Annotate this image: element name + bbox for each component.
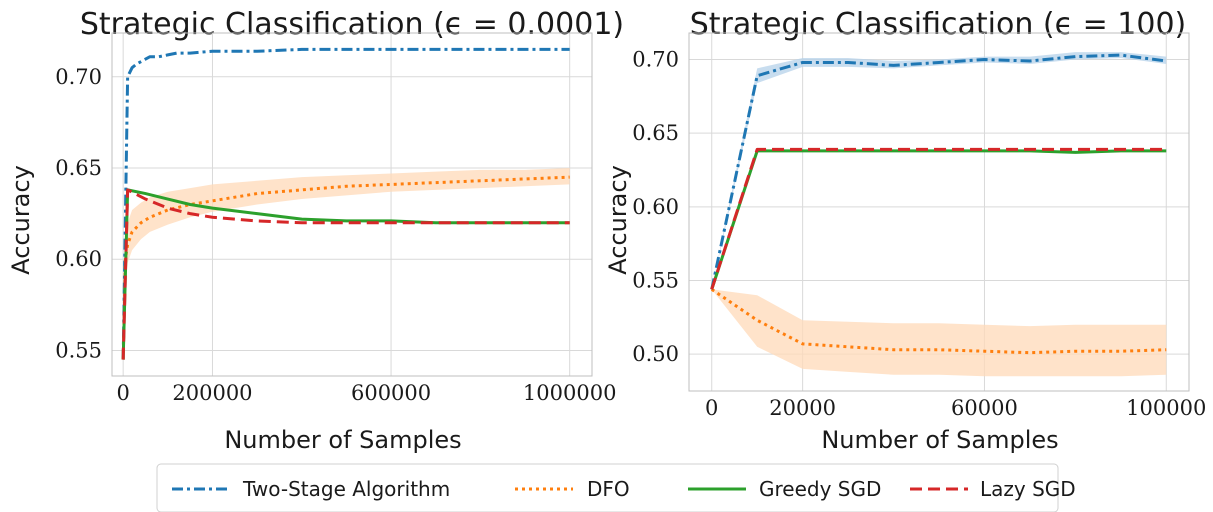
right-chart-y-ticks: 0.50 0.55 0.60 0.65 0.70 <box>632 48 679 367</box>
lazy-line <box>710 147 1167 290</box>
right-chart-frame <box>688 32 1190 392</box>
y-tick-label: 0.55 <box>632 269 679 293</box>
left-chart-y-ticks: 0.55 0.60 0.65 0.70 <box>55 65 102 363</box>
dfo-line <box>121 175 570 360</box>
right-chart-xlabel: Number of Samples <box>821 426 1058 454</box>
y-tick-label: 0.50 <box>632 342 679 366</box>
dfo-confidence-band <box>711 289 1167 377</box>
left-chart-x-ticks: 0 200000 600000 1000000 <box>116 381 616 405</box>
legend-frame <box>156 463 1059 512</box>
y-tick-label: 0.60 <box>632 195 679 219</box>
greedy-line <box>121 188 570 360</box>
dfo-confidence-band <box>123 168 570 360</box>
x-tick-label: 20000 <box>769 396 836 420</box>
lazy-line <box>121 188 570 360</box>
left-chart-title: Strategic Classification (ϵ = 0.0001) <box>80 7 624 42</box>
legend-label-greedy: Greedy SGD <box>759 477 881 501</box>
two-stage-confidence-band <box>711 52 1167 290</box>
y-tick-label: 0.60 <box>55 247 102 271</box>
y-tick-label: 0.55 <box>55 338 102 362</box>
legend-label-lazy: Lazy SGD <box>980 477 1076 501</box>
y-tick-label: 0.70 <box>632 48 679 72</box>
left-chart-lines <box>121 47 570 360</box>
x-tick-label: 100000 <box>1126 396 1206 420</box>
right-chart-bands <box>711 52 1167 377</box>
dfo-line <box>710 288 1167 355</box>
chart-legend: Two-Stage Algorithm DFO Greedy SGD Lazy SGD <box>156 463 1076 512</box>
right-chart-ylabel: Accuracy <box>604 165 632 275</box>
left-chart-ylabel: Accuracy <box>7 165 35 275</box>
two-stage-line <box>121 47 570 360</box>
x-tick-label: 200000 <box>172 381 252 405</box>
left-chart-frame <box>111 32 593 377</box>
right-chart-title: Strategic Classification (ϵ = 100) <box>690 7 1187 42</box>
right-chart-panel: Strategic Classification (ϵ = 100) 0.500… <box>604 7 1206 454</box>
x-tick-label: 0 <box>705 396 718 420</box>
left-chart-xlabel: Number of Samples <box>224 426 461 454</box>
right-chart-x-ticks: 0 20000 60000 100000 <box>705 396 1206 420</box>
x-tick-label: 600000 <box>351 381 431 405</box>
x-tick-label: 0 <box>116 381 129 405</box>
right-chart-lines <box>710 53 1167 355</box>
left-chart-panel: Strategic Classification (ϵ = 0.0001) 0.… <box>7 7 624 454</box>
y-tick-label: 0.65 <box>632 121 679 145</box>
legend-label-dfo: DFO <box>587 477 630 501</box>
y-tick-label: 0.65 <box>55 156 102 180</box>
y-tick-label: 0.70 <box>55 65 102 89</box>
x-tick-label: 1000000 <box>523 381 617 405</box>
two-stage-line <box>710 53 1167 290</box>
left-chart-bands <box>123 168 570 360</box>
legend-label-two-stage: Two-Stage Algorithm <box>242 477 450 501</box>
greedy-line <box>710 149 1167 290</box>
x-tick-label: 60000 <box>951 396 1018 420</box>
